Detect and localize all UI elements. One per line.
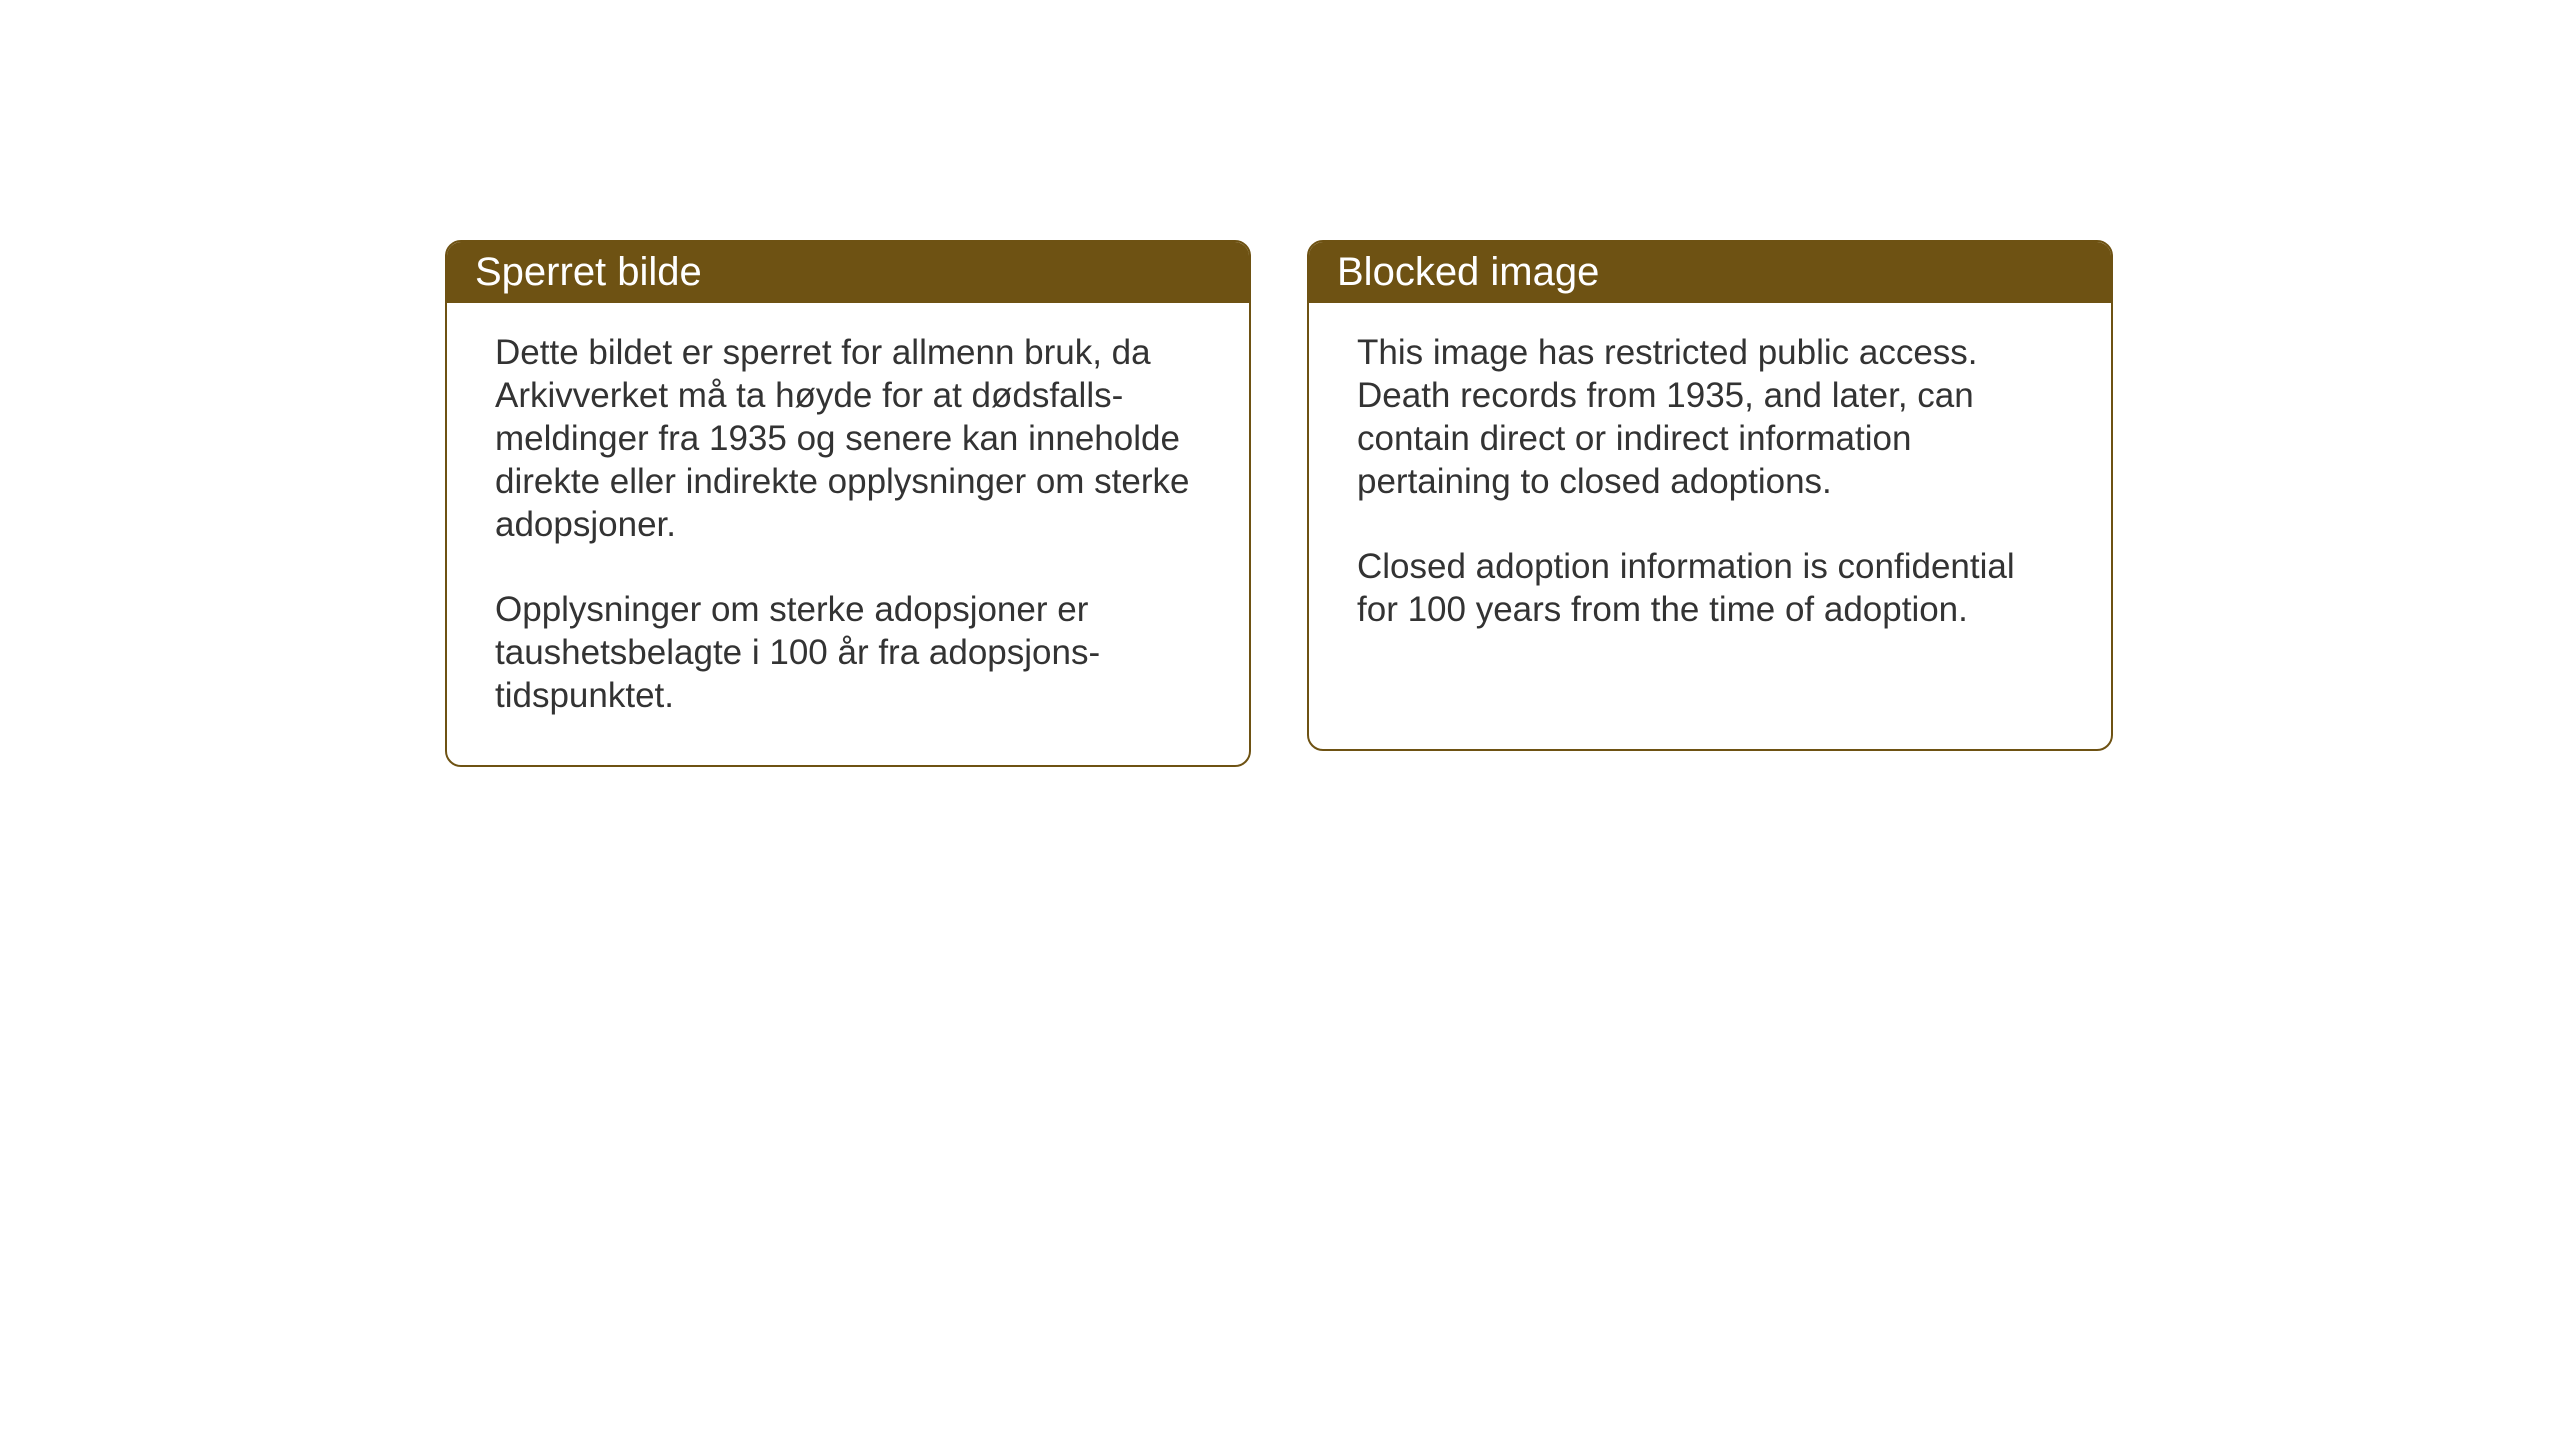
panel-norwegian-paragraph-2: Opplysninger om sterke adopsjoner er tau… — [495, 588, 1201, 717]
panel-english-body: This image has restricted public access.… — [1309, 303, 2111, 679]
panel-english: Blocked image This image has restricted … — [1307, 240, 2113, 751]
panel-english-paragraph-2: Closed adoption information is confident… — [1357, 545, 2063, 631]
panel-norwegian-title: Sperret bilde — [447, 242, 1249, 303]
panel-norwegian-body: Dette bildet er sperret for allmenn bruk… — [447, 303, 1249, 765]
panel-norwegian-paragraph-1: Dette bildet er sperret for allmenn bruk… — [495, 331, 1201, 546]
panel-english-paragraph-1: This image has restricted public access.… — [1357, 331, 2063, 503]
panels-container: Sperret bilde Dette bildet er sperret fo… — [445, 240, 2113, 767]
panel-english-title: Blocked image — [1309, 242, 2111, 303]
panel-norwegian: Sperret bilde Dette bildet er sperret fo… — [445, 240, 1251, 767]
